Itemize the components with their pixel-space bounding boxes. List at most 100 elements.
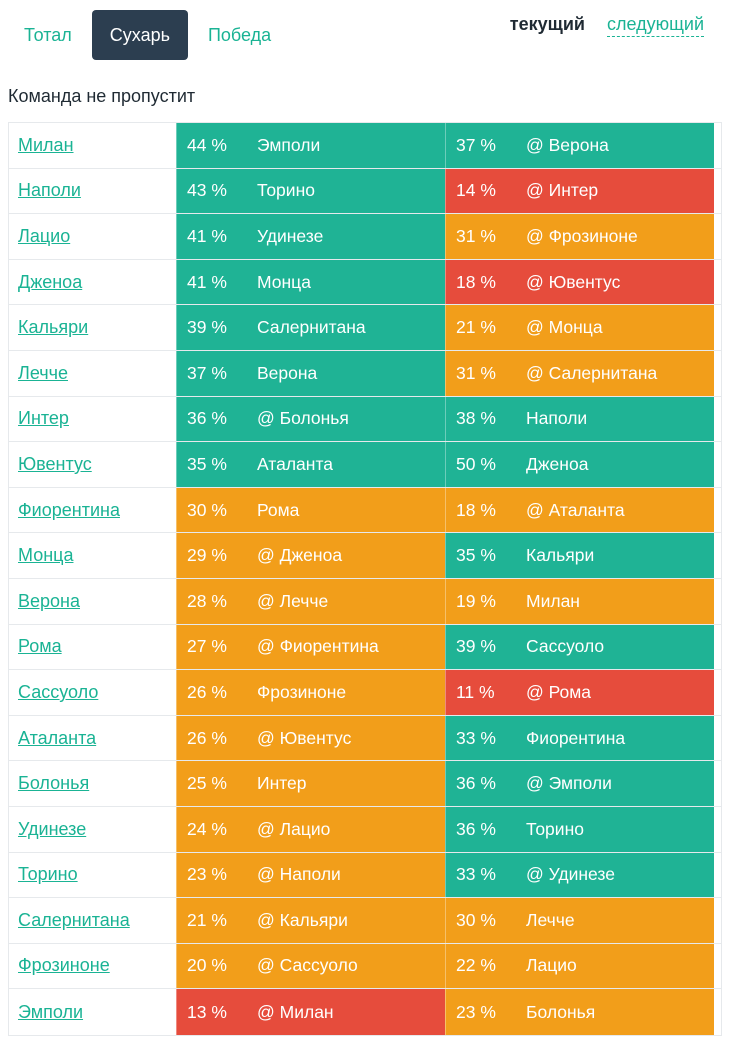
clean-sheet-table: Милан 44 % Эмполи 37 % @ Верона Наполи 43 % Тор…	[8, 122, 722, 1036]
clean-sheet-percent: 41 %	[187, 271, 227, 292]
team-link[interactable]: Эмполи	[18, 1001, 84, 1022]
period-next-link[interactable]: следующий	[606, 14, 704, 37]
table-row: Торино 23 % @ Наполи 33 % @ Удинезе	[9, 852, 721, 899]
opponent-name: Торино	[257, 180, 315, 201]
team-cell: Фиорентина	[9, 488, 176, 533]
clean-sheet-percent: 25 %	[187, 773, 227, 794]
team-link[interactable]: Кальяри	[18, 317, 89, 338]
current-match-cell: 29 % @ Дженоа	[176, 533, 445, 578]
team-cell: Рома	[9, 625, 176, 670]
opponent-name: @ Салернитана	[526, 362, 658, 383]
current-match-cell: 13 % @ Милан	[176, 989, 445, 1035]
table-row: Аталанта 26 % @ Ювентус 33 % Фиорентина	[9, 715, 721, 762]
next-match-cell: 33 % @ Удинезе	[445, 852, 714, 898]
clean-sheet-percent: 13 %	[187, 1001, 227, 1022]
team-link[interactable]: Наполи	[18, 180, 81, 201]
team-link[interactable]: Монца	[18, 545, 74, 566]
next-match-cell: 50 % Дженоа	[445, 442, 714, 487]
clean-sheet-percent: 39 %	[456, 636, 496, 657]
next-match-cell: 36 % @ Эмполи	[445, 761, 714, 806]
team-link[interactable]: Интер	[18, 408, 69, 429]
period-current: текущий	[509, 14, 585, 34]
clean-sheet-percent: 11 %	[456, 681, 495, 702]
team-cell: Болонья	[9, 761, 176, 806]
team-link[interactable]: Милан	[18, 134, 74, 155]
table-subtitle: Команда не пропустит	[8, 86, 196, 106]
opponent-name: Рома	[257, 499, 300, 520]
clean-sheet-percent: 37 %	[456, 134, 496, 155]
team-link[interactable]: Дженоа	[18, 271, 83, 292]
team-link[interactable]: Рома	[18, 636, 62, 657]
team-link[interactable]: Торино	[18, 864, 78, 885]
opponent-name: @ Ювентус	[526, 271, 621, 292]
team-cell: Кальяри	[9, 305, 176, 350]
team-cell: Салернитана	[9, 898, 176, 943]
team-link[interactable]: Ювентус	[18, 453, 92, 474]
clean-sheet-percent: 37 %	[187, 362, 227, 383]
next-match-cell: 38 % Наполи	[445, 396, 714, 442]
current-match-cell: 27 % @ Фиорентина	[176, 624, 445, 670]
current-match-cell: 39 % Салернитана	[176, 305, 445, 350]
current-match-cell: 43 % Торино	[176, 168, 445, 214]
clean-sheet-percent: 23 %	[187, 864, 227, 885]
team-link[interactable]: Лечче	[18, 362, 68, 383]
clean-sheet-percent: 43 %	[187, 180, 227, 201]
team-link[interactable]: Фиорентина	[18, 499, 120, 520]
next-match-cell: 23 % Болонья	[445, 989, 714, 1035]
next-match-cell: 22 % Лацио	[445, 943, 714, 989]
team-cell: Милан	[9, 123, 176, 168]
table-row: Фиорентина 30 % Рома 18 % @ Аталанта	[9, 487, 721, 534]
opponent-name: Лечче	[526, 909, 575, 930]
team-link[interactable]: Верона	[18, 590, 80, 611]
next-match-cell: 18 % @ Аталанта	[445, 487, 714, 533]
table-row: Кальяри 39 % Салернитана 21 % @ Монца	[9, 305, 721, 351]
current-match-cell: 26 % @ Ювентус	[176, 715, 445, 761]
tab-win[interactable]: Победа	[207, 25, 272, 45]
team-link[interactable]: Сассуоло	[18, 681, 99, 702]
opponent-name: @ Милан	[257, 1001, 334, 1022]
clean-sheet-percent: 26 %	[187, 681, 227, 702]
clean-sheet-percent: 23 %	[456, 1001, 496, 1022]
team-cell: Верона	[9, 579, 176, 624]
clean-sheet-percent: 20 %	[187, 955, 227, 976]
current-match-cell: 24 % @ Лацио	[176, 806, 445, 852]
team-cell: Монца	[9, 533, 176, 578]
clean-sheet-percent: 26 %	[187, 727, 227, 748]
tab-clean-sheet[interactable]: Сухарь	[91, 10, 188, 60]
team-link[interactable]: Удинезе	[18, 818, 87, 839]
opponent-name: @ Аталанта	[526, 499, 625, 520]
opponent-name: Монца	[257, 271, 311, 292]
table-row: Сассуоло 26 % Фрозиноне 11 % @ Рома	[9, 670, 721, 716]
team-cell: Ювентус	[9, 442, 176, 487]
team-link[interactable]: Лацио	[18, 225, 71, 246]
opponent-name: @ Болонья	[257, 408, 349, 429]
team-link[interactable]: Аталанта	[18, 727, 97, 748]
next-match-cell: 31 % @ Фрозиноне	[445, 214, 714, 259]
opponent-name: @ Наполи	[257, 864, 341, 885]
opponent-name: Удинезе	[257, 225, 324, 246]
opponent-name: Милан	[526, 590, 580, 611]
team-link[interactable]: Салернитана	[18, 909, 130, 930]
opponent-name: @ Фиорентина	[257, 636, 379, 657]
opponent-name: Лацио	[526, 955, 577, 976]
opponent-name: @ Интер	[526, 180, 599, 201]
next-match-cell: 37 % @ Верона	[445, 123, 714, 168]
clean-sheet-percent: 27 %	[187, 636, 227, 657]
tab-total[interactable]: Тотал	[24, 25, 72, 45]
next-match-cell: 33 % Фиорентина	[445, 715, 714, 761]
opponent-name: Аталанта	[257, 453, 333, 474]
clean-sheet-percent: 41 %	[187, 225, 227, 246]
next-match-cell: 39 % Сассуоло	[445, 624, 714, 670]
opponent-name: @ Сассуоло	[257, 955, 358, 976]
clean-sheet-percent: 19 %	[456, 590, 496, 611]
opponent-name: Эмполи	[257, 134, 321, 155]
period-switch: текущий следующий	[510, 14, 704, 37]
team-cell: Наполи	[9, 169, 176, 214]
clean-sheet-percent: 50 %	[456, 453, 496, 474]
clean-sheet-percent: 38 %	[456, 408, 496, 429]
team-link[interactable]: Фрозиноне	[18, 955, 110, 976]
team-link[interactable]: Болонья	[18, 773, 90, 794]
table-row: Милан 44 % Эмполи 37 % @ Верона	[9, 123, 721, 169]
next-match-cell: 14 % @ Интер	[445, 168, 714, 214]
clean-sheet-percent: 31 %	[456, 362, 496, 383]
